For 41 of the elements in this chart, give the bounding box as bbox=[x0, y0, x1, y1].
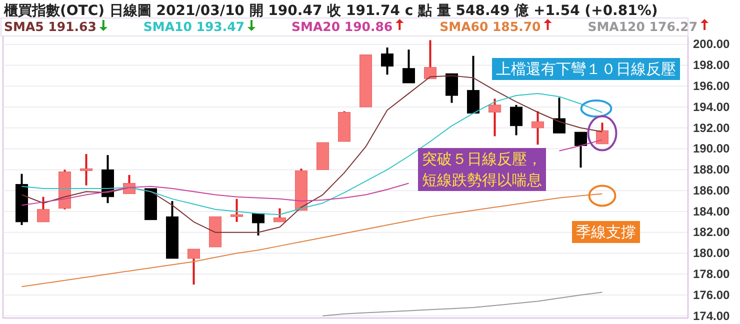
annotation: 突破５日線反壓，短線跌勢得以喘息 bbox=[422, 150, 542, 189]
y-tick-label: 194.00 bbox=[693, 100, 730, 114]
y-tick-label: 176.00 bbox=[693, 288, 730, 302]
candlestick bbox=[230, 198, 243, 223]
candlestick bbox=[467, 54, 480, 114]
annotation: 季線支撐 bbox=[576, 223, 636, 241]
text: SMA5 191.63 bbox=[4, 19, 96, 34]
candlestick bbox=[596, 122, 608, 145]
y-tick-label: 196.00 bbox=[693, 78, 730, 93]
y-tick-label: 198.00 bbox=[693, 58, 730, 72]
candlestick bbox=[274, 207, 286, 223]
y-tick-label: 180.00 bbox=[693, 246, 730, 260]
y-tick-label: 188.00 bbox=[693, 162, 730, 177]
candlestick bbox=[532, 110, 544, 146]
candlestick bbox=[424, 39, 436, 80]
y-tick-label: 190.00 bbox=[693, 142, 730, 156]
y-tick-label: 182.00 bbox=[693, 225, 730, 240]
text: SMA20 190.86 bbox=[292, 19, 393, 34]
candlestick bbox=[510, 104, 522, 136]
chart-title: 櫃買指數(OTC) 日線圖 2021/03/10 開 190.47 收 191.74 c 點 量 548.49 億 +1.54 (+0.81%) bbox=[3, 2, 658, 19]
y-tick-label: 200.00 bbox=[693, 37, 730, 52]
text: SMA120 176.27 bbox=[588, 19, 698, 34]
text: SMA10 193.47 bbox=[143, 19, 245, 34]
candlestick bbox=[37, 196, 50, 223]
candlestick bbox=[553, 96, 566, 134]
y-tick-label: 184.00 bbox=[693, 204, 730, 218]
candlestick bbox=[252, 212, 264, 236]
line-series bbox=[322, 292, 603, 316]
text: SMA60 185.70 bbox=[440, 19, 542, 34]
y-tick-label: 186.00 bbox=[693, 183, 730, 198]
y-tick-label: 192.00 bbox=[693, 120, 730, 135]
candlestick bbox=[381, 46, 394, 76]
y-tick-label: 174.00 bbox=[693, 308, 730, 323]
candlestick bbox=[188, 248, 200, 286]
y-tick-label: 178.00 bbox=[693, 266, 730, 281]
candlestick bbox=[80, 153, 92, 186]
candlestick bbox=[574, 131, 587, 169]
candlestick bbox=[402, 48, 415, 84]
candlestick bbox=[446, 72, 458, 104]
candlestick bbox=[488, 98, 501, 138]
annotation: 上檔還有下彎１０日線反壓 bbox=[496, 60, 676, 78]
